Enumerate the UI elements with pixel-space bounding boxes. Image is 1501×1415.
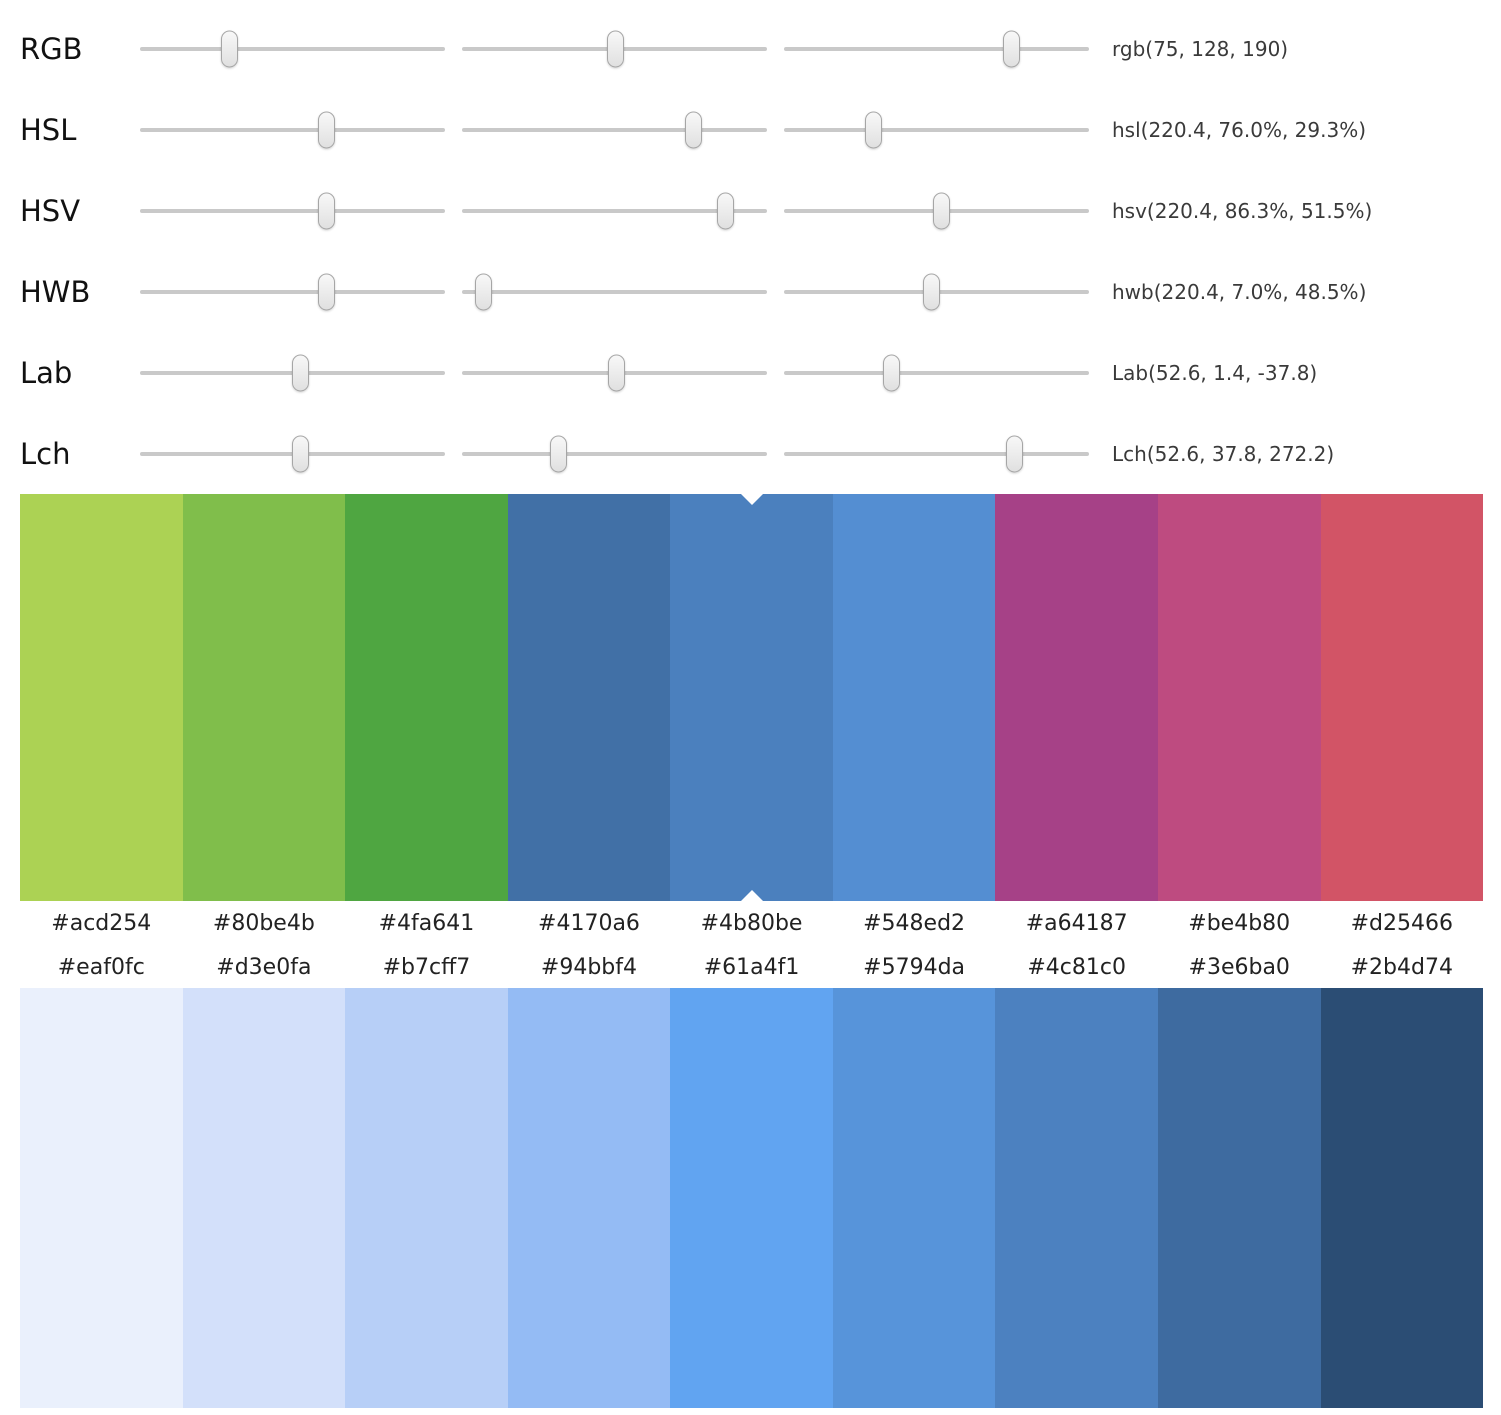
hex-label: #4fa641: [378, 911, 475, 936]
hue-swatch[interactable]: [670, 494, 833, 901]
slider-thumb[interactable]: [685, 111, 703, 148]
lightness-swatch[interactable]: [345, 988, 508, 1408]
hue-hex-labels: #acd254 #80be4b #4fa641 #4170a6 #4b80be …: [20, 901, 1483, 946]
slider-track[interactable]: [784, 111, 1089, 148]
colorspace-label: Lab: [20, 355, 73, 390]
slider-thumb[interactable]: [864, 111, 882, 148]
slider-thumb[interactable]: [607, 354, 625, 391]
hex-label: #94bbf4: [540, 954, 638, 980]
slider-row-lab: Lab Lab(52.6, 1.4, -37.8): [0, 332, 1501, 413]
slider-thumb[interactable]: [716, 192, 734, 229]
slider-row-hsl: HSL hsl(220.4, 76.0%, 29.3%): [0, 89, 1501, 170]
lightness-swatch[interactable]: [507, 988, 671, 1408]
slider-thumb[interactable]: [932, 192, 950, 229]
slider-track[interactable]: [462, 354, 767, 391]
colorspace-label: HSL: [20, 112, 77, 147]
slider-thumb[interactable]: [474, 273, 492, 310]
hue-swatch[interactable]: [20, 494, 183, 901]
color-value-text: Lch(52.6, 37.8, 272.2): [1112, 441, 1335, 466]
hue-swatch[interactable]: [995, 494, 1158, 901]
lightness-swatch[interactable]: [832, 988, 996, 1408]
slider-thumb[interactable]: [221, 30, 239, 67]
slider-thumb[interactable]: [549, 435, 567, 472]
slider-track[interactable]: [784, 354, 1089, 391]
slider-track[interactable]: [462, 30, 767, 67]
hex-label: #4c81c0: [1027, 954, 1126, 980]
hex-label: #5794da: [863, 954, 966, 980]
lightness-swatch[interactable]: [1157, 988, 1321, 1408]
slider-thumb[interactable]: [1006, 435, 1024, 472]
slider-track[interactable]: [462, 111, 767, 148]
color-value-text: hwb(220.4, 7.0%, 48.5%): [1112, 279, 1367, 304]
lightness-swatch[interactable]: [1320, 988, 1484, 1408]
lightness-swatch[interactable]: [20, 988, 183, 1408]
hex-label: #80be4b: [212, 911, 315, 936]
slider-track[interactable]: [462, 192, 767, 229]
slider-track[interactable]: [784, 273, 1089, 310]
slider-track[interactable]: [140, 111, 445, 148]
hex-label: #4b80be: [700, 911, 803, 936]
slider-thumb[interactable]: [291, 435, 309, 472]
hex-label: #b7cff7: [382, 954, 471, 980]
hue-swatch[interactable]: [1157, 494, 1321, 901]
slider-track[interactable]: [140, 273, 445, 310]
color-value-text: rgb(75, 128, 190): [1112, 36, 1289, 61]
slider-thumb[interactable]: [318, 111, 336, 148]
hue-palette: [20, 494, 1484, 901]
hue-swatch[interactable]: [182, 494, 346, 901]
hex-label: #3e6ba0: [1188, 954, 1290, 980]
slider-track[interactable]: [784, 192, 1089, 229]
colorspace-label: HSV: [20, 193, 81, 228]
slider-track[interactable]: [140, 435, 445, 472]
slider-thumb[interactable]: [318, 273, 336, 310]
slider-track[interactable]: [462, 435, 767, 472]
slider-thumb[interactable]: [318, 192, 336, 229]
hue-swatch[interactable]: [345, 494, 508, 901]
hue-swatch[interactable]: [1320, 494, 1484, 901]
slider-track[interactable]: [784, 435, 1089, 472]
selection-notch-bottom: [740, 890, 763, 901]
slider-track[interactable]: [784, 30, 1089, 67]
lightness-swatch[interactable]: [995, 988, 1158, 1408]
slider-thumb[interactable]: [606, 30, 624, 67]
color-value-text: hsl(220.4, 76.0%, 29.3%): [1112, 117, 1367, 142]
slider-track[interactable]: [462, 273, 767, 310]
selection-notch-top: [740, 494, 763, 505]
hex-label: #d25466: [1350, 911, 1453, 936]
slider-thumb[interactable]: [291, 354, 309, 391]
hex-label: #4170a6: [538, 911, 640, 936]
color-value-text: hsv(220.4, 86.3%, 51.5%): [1112, 198, 1373, 223]
slider-row-lch: Lch Lch(52.6, 37.8, 272.2): [0, 413, 1501, 494]
slider-row-hwb: HWB hwb(220.4, 7.0%, 48.5%): [0, 251, 1501, 332]
hex-label: #61a4f1: [703, 954, 800, 980]
lightness-swatch[interactable]: [182, 988, 346, 1408]
slider-track[interactable]: [140, 354, 445, 391]
hex-label: #be4b80: [1188, 911, 1291, 936]
slider-row-hsv: HSV hsv(220.4, 86.3%, 51.5%): [0, 170, 1501, 251]
colorspace-label: RGB: [20, 31, 83, 66]
color-value-text: Lab(52.6, 1.4, -37.8): [1112, 360, 1318, 385]
lightness-hex-labels: #eaf0fc #d3e0fa #b7cff7 #94bbf4 #61a4f1 …: [20, 946, 1483, 988]
hue-swatch[interactable]: [507, 494, 671, 901]
slider-track[interactable]: [140, 192, 445, 229]
slider-track[interactable]: [140, 30, 445, 67]
hex-label: #eaf0fc: [57, 954, 145, 980]
slider-thumb[interactable]: [882, 354, 900, 391]
hex-label: #548ed2: [863, 911, 966, 936]
hex-label: #acd254: [51, 911, 152, 936]
hex-label: #2b4d74: [1350, 954, 1453, 980]
colorspace-label: Lch: [20, 436, 71, 471]
colorspace-sliders: RGB rgb(75, 128, 190) HSL hsl(220.4, 76.…: [0, 0, 1501, 494]
slider-thumb[interactable]: [923, 273, 941, 310]
slider-thumb[interactable]: [1002, 30, 1020, 67]
colorspace-label: HWB: [20, 274, 91, 309]
hex-label: #d3e0fa: [216, 954, 312, 980]
hex-label: #a64187: [1025, 911, 1128, 936]
lightness-palette: [20, 988, 1484, 1408]
hue-swatch[interactable]: [832, 494, 996, 901]
slider-row-rgb: RGB rgb(75, 128, 190): [0, 8, 1501, 89]
lightness-swatch[interactable]: [670, 988, 833, 1408]
